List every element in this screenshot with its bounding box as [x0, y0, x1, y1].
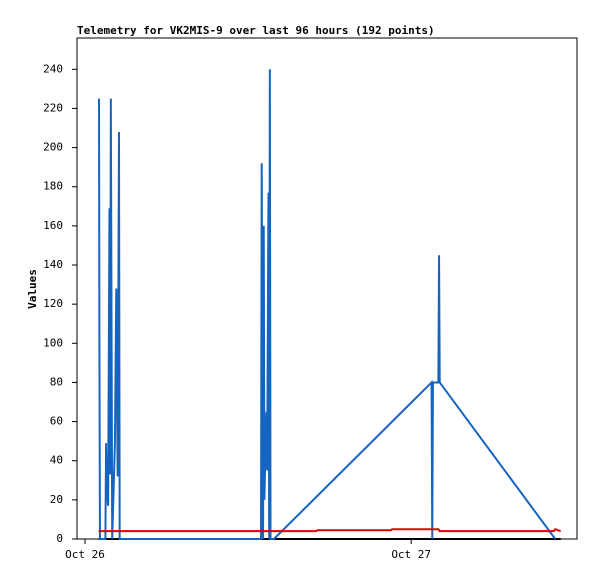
y-tick-label: 180 [43, 180, 63, 193]
series-line [98, 69, 557, 540]
y-tick-label: 240 [43, 62, 63, 75]
y-tick-label: 0 [56, 532, 63, 545]
y-tick-label: 40 [50, 454, 63, 467]
chart-title: Telemetry for VK2MIS-9 over last 96 hour… [77, 24, 435, 37]
y-tick-label: 120 [43, 297, 63, 310]
y-tick-label: 80 [50, 375, 63, 388]
x-tick-label: Oct 26 [65, 548, 105, 561]
x-tick-label: Oct 27 [391, 548, 431, 561]
series-line [98, 528, 562, 533]
y-tick-label: 220 [43, 101, 63, 114]
y-tick-label: 200 [43, 141, 63, 154]
y-tick-label: 100 [43, 336, 63, 349]
y-tick-label: 60 [50, 415, 63, 428]
y-axis-label: Values [26, 269, 39, 309]
plot-frame [76, 37, 578, 540]
y-tick-label: 20 [50, 493, 63, 506]
y-tick-label: 140 [43, 258, 63, 271]
y-tick-label: 160 [43, 219, 63, 232]
